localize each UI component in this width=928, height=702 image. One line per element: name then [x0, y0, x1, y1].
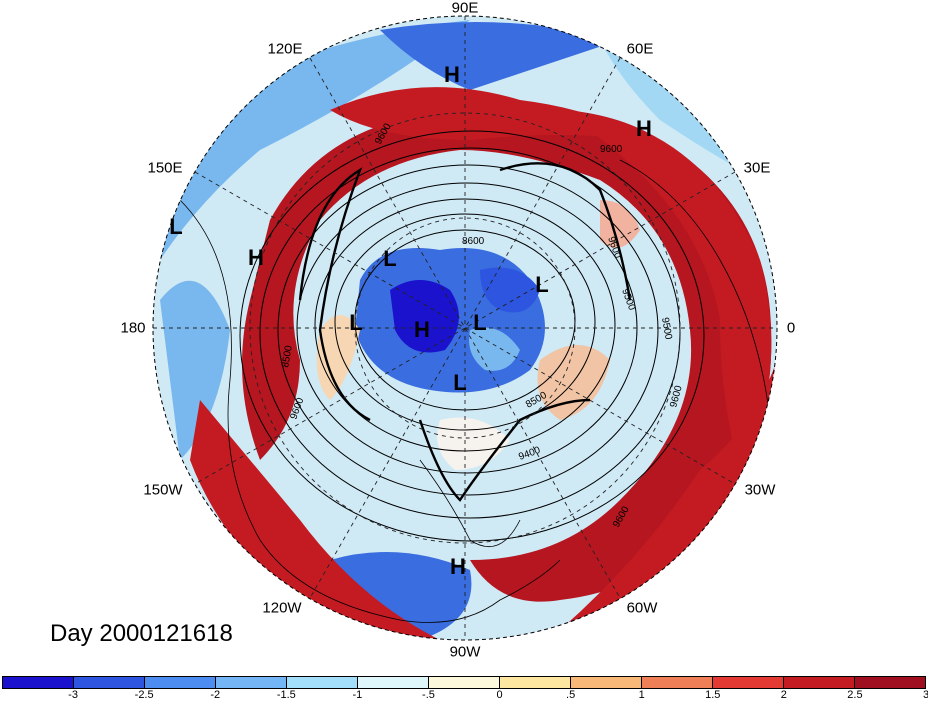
colorbar-swatch	[74, 677, 145, 688]
colorbar-tick-label: .5	[566, 689, 576, 701]
lon-label-150w: 150W	[143, 481, 183, 499]
contour-label: 9500	[659, 317, 674, 341]
map-boundary	[152, 15, 778, 641]
pressure-center-h-1: H	[444, 62, 460, 87]
colorbar-swatch	[713, 677, 784, 688]
colorbar-tick-label: 3	[922, 689, 928, 701]
colorbar-swatch	[500, 677, 571, 688]
lon-label-60w: 60W	[626, 599, 658, 617]
pressure-center-l-3: L	[535, 272, 548, 297]
colorbar-swatch	[784, 677, 855, 688]
colorbar-tick-label: 0	[496, 689, 503, 701]
colorbar-swatch	[358, 677, 429, 688]
colorbar-swatch	[642, 677, 713, 688]
contour-label: 8600	[462, 236, 485, 247]
lon-label-120e: 120E	[267, 40, 303, 58]
lon-label-90w: 90W	[449, 643, 481, 661]
colorbar-tick-label: -1	[352, 689, 363, 701]
colorbar-swatch	[287, 677, 358, 688]
page-title: Day 2000121618	[50, 620, 233, 647]
pressure-centers: H H L H L L L H L L H	[169, 62, 652, 579]
anomaly-field	[153, 16, 777, 640]
pressure-center-h-4: H	[414, 317, 430, 342]
colorbar-swatch	[855, 677, 925, 688]
pressure-center-l-4: L	[349, 310, 362, 335]
lon-label-120w: 120W	[262, 599, 302, 617]
pressure-center-h-5: H	[450, 554, 466, 579]
colorbar-tick-label: -1.5	[276, 689, 296, 701]
pressure-center-l-5: L	[473, 310, 486, 335]
colorbar	[2, 676, 926, 689]
contour-label: 8500	[280, 344, 295, 368]
pressure-center-l-6: L	[453, 370, 466, 395]
colorbar-tick-label: 2	[780, 689, 787, 701]
pressure-center-h-2: H	[636, 116, 652, 141]
colorbar-swatch	[571, 677, 642, 688]
colorbar-tick-label: 1.5	[705, 689, 721, 701]
lon-label-30e: 30E	[743, 159, 771, 177]
lon-label-90e: 90E	[451, 0, 479, 17]
pressure-center-l-1: L	[169, 214, 182, 239]
colorbar-swatch	[429, 677, 500, 688]
pressure-center-l-2: L	[383, 246, 396, 271]
lon-label-180: 180	[120, 319, 146, 337]
colorbar-swatch	[145, 677, 216, 688]
lon-label-60e: 60E	[626, 40, 654, 58]
colorbar-tick-label: 2.5	[847, 689, 863, 701]
lon-label-150e: 150E	[147, 159, 183, 177]
colorbar-tick-label: -2.5	[134, 689, 154, 701]
contour-label: 9600	[600, 144, 623, 155]
colorbar-swatch	[216, 677, 287, 688]
lon-label-30w: 30W	[744, 481, 776, 499]
colorbar-tick-label: -2	[210, 689, 221, 701]
colorbar-swatch	[3, 677, 74, 688]
colorbar-tick-label: -3	[68, 689, 78, 701]
lon-label-0: 0	[786, 319, 796, 337]
colorbar-tick-label: -.5	[422, 689, 435, 701]
colorbar-tick-label: 1	[638, 689, 645, 701]
pressure-center-h-3: H	[248, 245, 264, 270]
